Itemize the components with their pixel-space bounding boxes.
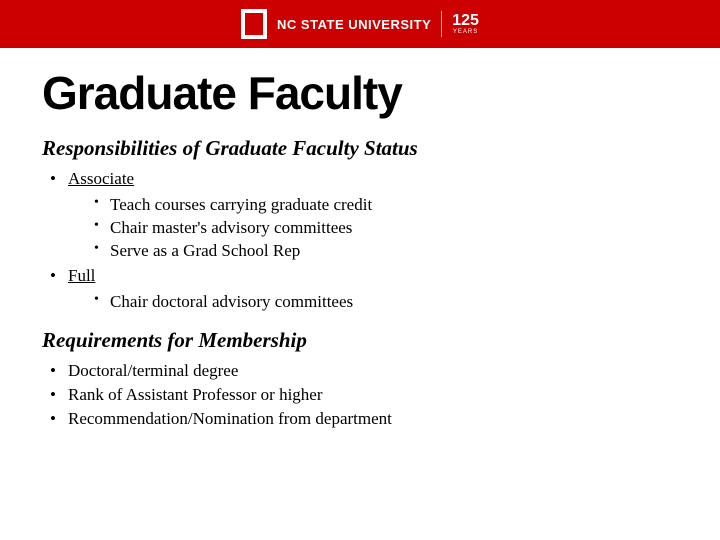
requirements-heading: Requirements for Membership bbox=[42, 328, 678, 353]
requirements-list: Doctoral/terminal degree Rank of Assista… bbox=[42, 359, 678, 430]
list-item: Associate Teach courses carrying graduat… bbox=[50, 167, 678, 262]
list-item: Recommendation/Nomination from departmen… bbox=[50, 407, 678, 431]
university-logo-icon bbox=[241, 9, 267, 39]
list-item: Rank of Assistant Professor or higher bbox=[50, 383, 678, 407]
list-item: Doctoral/terminal degree bbox=[50, 359, 678, 383]
list-item: Chair doctoral advisory committees bbox=[94, 291, 678, 314]
anniversary-number: 125 bbox=[452, 13, 479, 29]
list-item: Chair master's advisory committees bbox=[94, 217, 678, 240]
page-title: Graduate Faculty bbox=[42, 66, 678, 120]
anniversary-badge: 125 YEARS bbox=[452, 13, 479, 35]
list-item: Teach courses carrying graduate credit bbox=[94, 194, 678, 217]
list-item: Serve as a Grad School Rep bbox=[94, 240, 678, 263]
university-name: NC STATE UNIVERSITY bbox=[277, 17, 431, 32]
banner-divider bbox=[441, 11, 442, 37]
associate-sublist: Teach courses carrying graduate credit C… bbox=[68, 194, 678, 263]
list-item: Full Chair doctoral advisory committees bbox=[50, 264, 678, 314]
header-banner: NC STATE UNIVERSITY 125 YEARS bbox=[0, 0, 720, 48]
full-sublist: Chair doctoral advisory committees bbox=[68, 291, 678, 314]
banner-content: NC STATE UNIVERSITY 125 YEARS bbox=[241, 9, 479, 39]
responsibilities-list: Associate Teach courses carrying graduat… bbox=[42, 167, 678, 314]
responsibilities-heading: Responsibilities of Graduate Faculty Sta… bbox=[42, 136, 678, 161]
status-label: Associate bbox=[68, 169, 134, 188]
slide-content: Graduate Faculty Responsibilities of Gra… bbox=[0, 48, 720, 430]
anniversary-label: YEARS bbox=[453, 29, 478, 35]
status-label: Full bbox=[68, 266, 95, 285]
